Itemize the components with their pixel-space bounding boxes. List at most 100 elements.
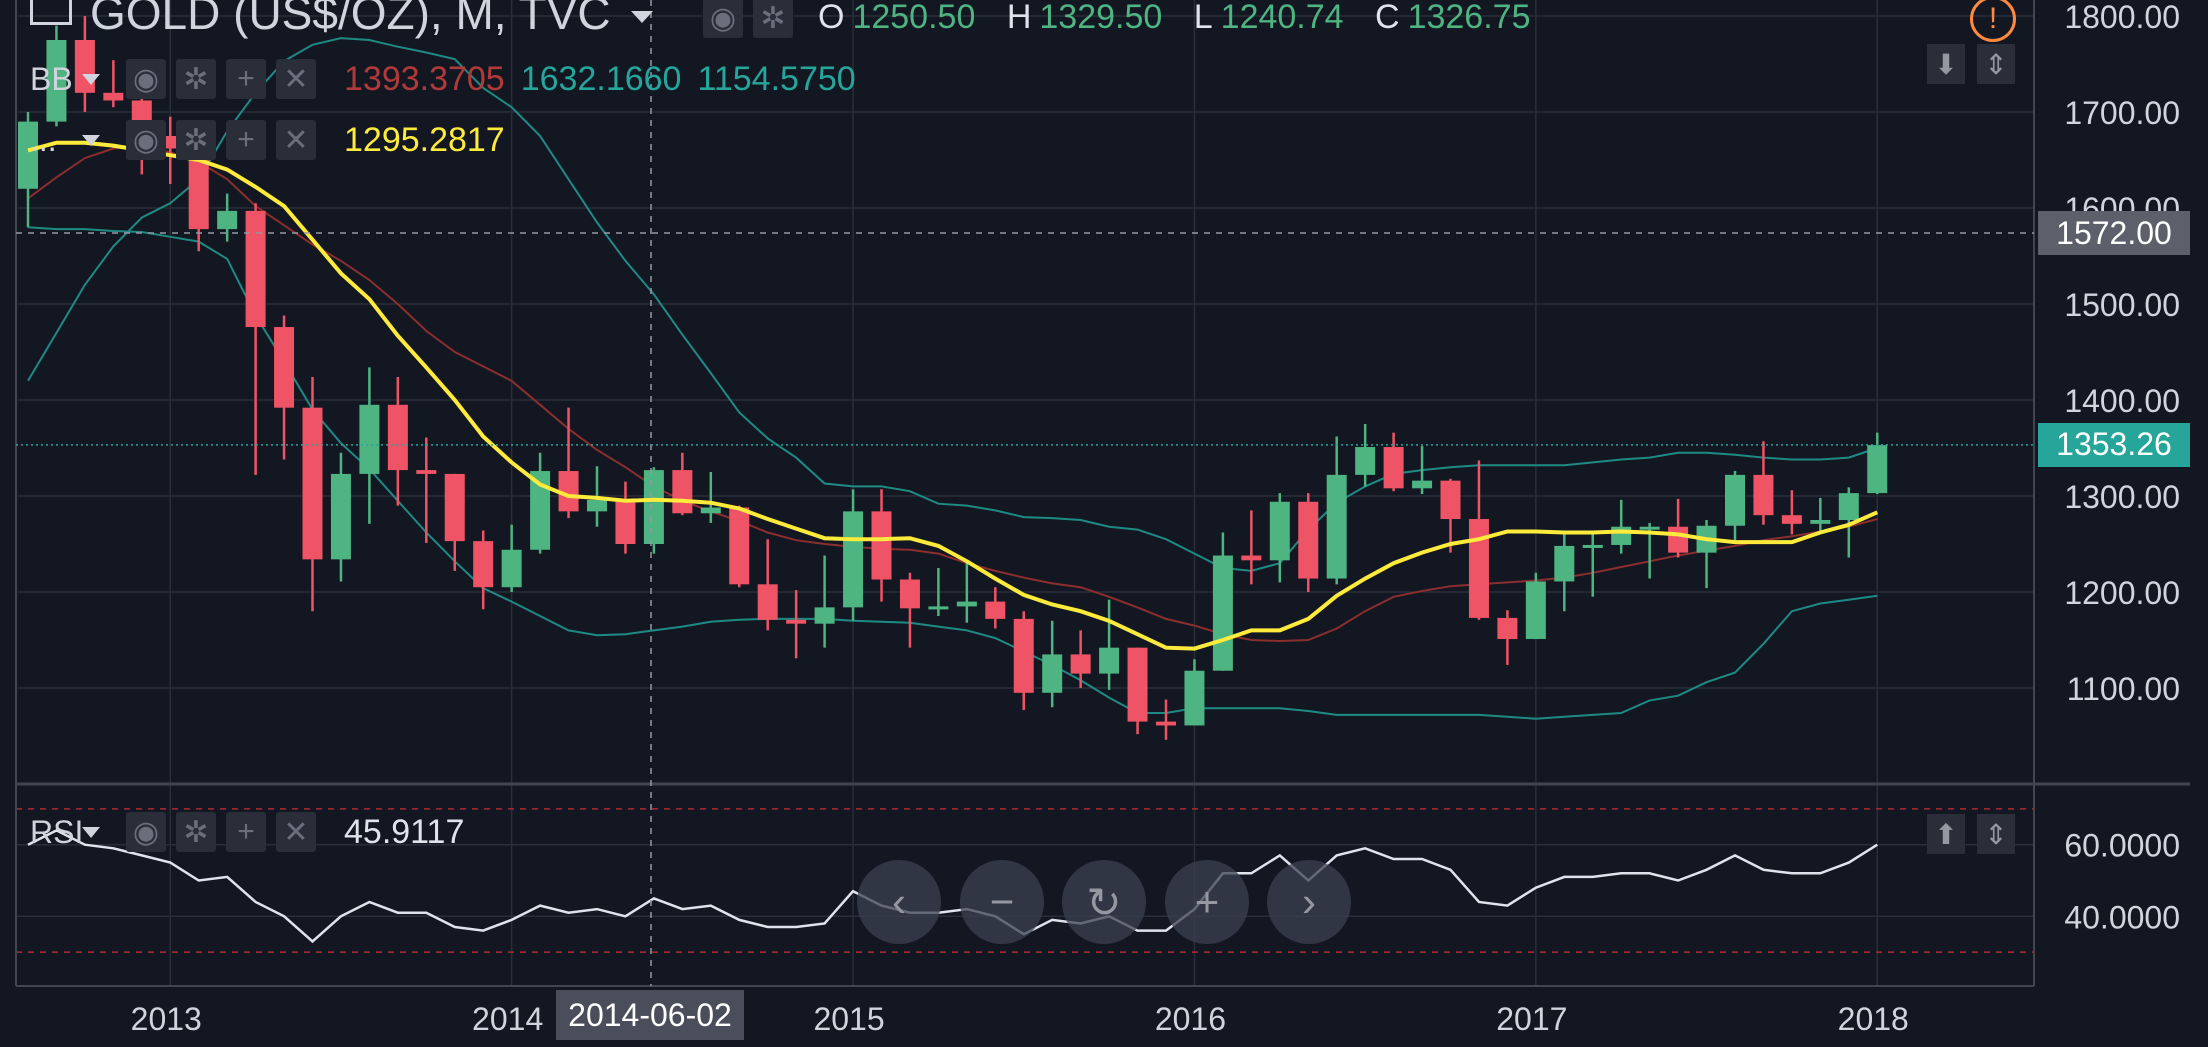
arrows-updown-icon[interactable]: ⇕ (1977, 44, 2015, 84)
chevron-right-icon[interactable]: › (1267, 860, 1351, 944)
price-tick-label: 1300.00 (2064, 479, 2180, 515)
candle-body (1838, 493, 1859, 520)
ohlc-close-value: 1326.75 (1407, 0, 1531, 36)
candle-body (1127, 647, 1148, 722)
gear-icon[interactable]: ✲ (176, 812, 216, 852)
candle-body (530, 471, 551, 550)
candle-body (1753, 474, 1774, 516)
close-icon[interactable]: ✕ (276, 59, 316, 99)
plus-icon[interactable]: + (1165, 860, 1249, 944)
arrow-up-icon[interactable]: ⬆ (1927, 814, 1965, 854)
candle-body (1184, 670, 1205, 726)
candle-body (814, 607, 835, 624)
ohlc-low-key: L (1193, 0, 1213, 36)
plus-icon[interactable]: + (226, 59, 266, 99)
menu-icon[interactable] (30, 0, 72, 25)
ohlc-high-key: H (1006, 0, 1032, 36)
time-tick-label: 2014 (472, 1001, 543, 1037)
chevron-down-icon[interactable] (631, 10, 654, 23)
arrows-updown-icon[interactable]: ⇕ (1977, 814, 2015, 854)
candle-body (587, 499, 607, 512)
moving-average (27, 140, 1879, 651)
candle-body (899, 579, 920, 609)
candle-body (1383, 447, 1404, 489)
rsi-line (27, 829, 1878, 944)
time-tick-label: 2018 (1838, 1001, 1909, 1037)
bb-upper-line (27, 37, 1878, 572)
gear-icon[interactable]: ✲ (176, 59, 216, 99)
chevron-down-icon[interactable] (82, 134, 100, 146)
price-tick-label: 1200.00 (2064, 575, 2180, 611)
close-icon[interactable]: ✕ (276, 812, 316, 852)
plus-icon[interactable]: + (226, 812, 266, 852)
candle-body (1070, 654, 1091, 674)
candle-body (274, 327, 295, 408)
candle-body (757, 584, 778, 620)
gear-icon[interactable]: ✲ (753, 0, 793, 38)
rsi-tick-label: 60.0000 (2064, 828, 2180, 864)
candle-body (330, 473, 351, 560)
bb-indicator-name: BB (30, 60, 73, 97)
eye-icon[interactable]: ◉ (703, 0, 743, 38)
candle-body (956, 601, 977, 607)
candle-body (1355, 447, 1376, 475)
candle-body (985, 601, 1006, 619)
alert-icon[interactable]: ! (1970, 0, 2016, 42)
candle-body (46, 40, 67, 122)
candle-body (217, 210, 238, 230)
gear-icon[interactable]: ✲ (176, 120, 216, 160)
candle-body (1725, 474, 1745, 526)
eye-icon[interactable]: ◉ (126, 120, 166, 160)
bb-lower-value: 1154.5750 (697, 59, 856, 98)
candle-body (1639, 526, 1660, 530)
bb-upper-value: 1632.1660 (520, 59, 682, 98)
candle-body (1298, 501, 1319, 579)
axis-labels: 1100.001200.001300.001400.001500.001600.… (131, 0, 2180, 1037)
ohlc-close-key: C (1375, 0, 1400, 36)
last-price-tag: 1353.26 (2038, 422, 2190, 467)
ohlc-low-value: 1240.74 (1220, 0, 1344, 36)
rsi-indicator-row[interactable]: RSI ◉ ✲ + ✕ 45.9117 (30, 809, 464, 855)
candle-body (1810, 520, 1831, 524)
candle-body (1867, 445, 1888, 494)
candle-body (1582, 544, 1603, 548)
chevron-left-icon[interactable]: ‹ (857, 860, 941, 944)
eye-icon[interactable]: ◉ (126, 59, 166, 99)
candle-body (1099, 647, 1120, 674)
chevron-down-icon[interactable] (82, 826, 100, 838)
candle-body (643, 470, 664, 544)
candle-body (1269, 501, 1290, 561)
ma-indicator-row[interactable]: ... ◉ ✲ + ✕ 1295.2817 (30, 117, 505, 163)
rsi-value: 45.9117 (344, 812, 465, 851)
bb-indicator-row[interactable]: BB ◉ ✲ + ✕ 1393.3705 1632.1660 1154.5750 (30, 56, 856, 102)
ma-line (27, 140, 1879, 651)
reset-icon[interactable]: ↻ (1062, 860, 1146, 944)
candle-body (473, 541, 494, 588)
price-tick-label: 1100.00 (2067, 671, 2180, 707)
arrow-down-icon[interactable]: ⬇ (1927, 44, 1965, 84)
rsi-indicator-name: RSI (30, 813, 84, 850)
candle-body (387, 404, 408, 471)
chevron-down-icon[interactable] (82, 73, 100, 85)
plus-icon[interactable]: + (226, 120, 266, 160)
candle-body (871, 511, 892, 580)
ma-indicator-name: ... (30, 121, 57, 158)
candle-body (1781, 515, 1802, 524)
rsi-tick-label: 40.0000 (2064, 899, 2180, 935)
candle-body (1668, 526, 1689, 553)
candle-body (558, 471, 579, 512)
symbol-title[interactable]: GOLD (US$/OZ), M, TVC (90, 0, 654, 40)
candle-body (1525, 581, 1546, 640)
symbol-title-text: GOLD (US$/OZ), M, TVC (90, 0, 611, 39)
candle-body (416, 470, 437, 474)
candle-body (729, 507, 750, 585)
ma-value: 1295.2817 (344, 120, 505, 159)
eye-icon[interactable]: ◉ (126, 812, 166, 852)
ohlc-open-value: 1250.50 (852, 0, 976, 36)
candle-body (103, 92, 124, 101)
minus-icon[interactable]: − (960, 860, 1044, 944)
candle-body (18, 121, 38, 189)
candle-body (700, 507, 721, 514)
close-icon[interactable]: ✕ (276, 120, 316, 160)
